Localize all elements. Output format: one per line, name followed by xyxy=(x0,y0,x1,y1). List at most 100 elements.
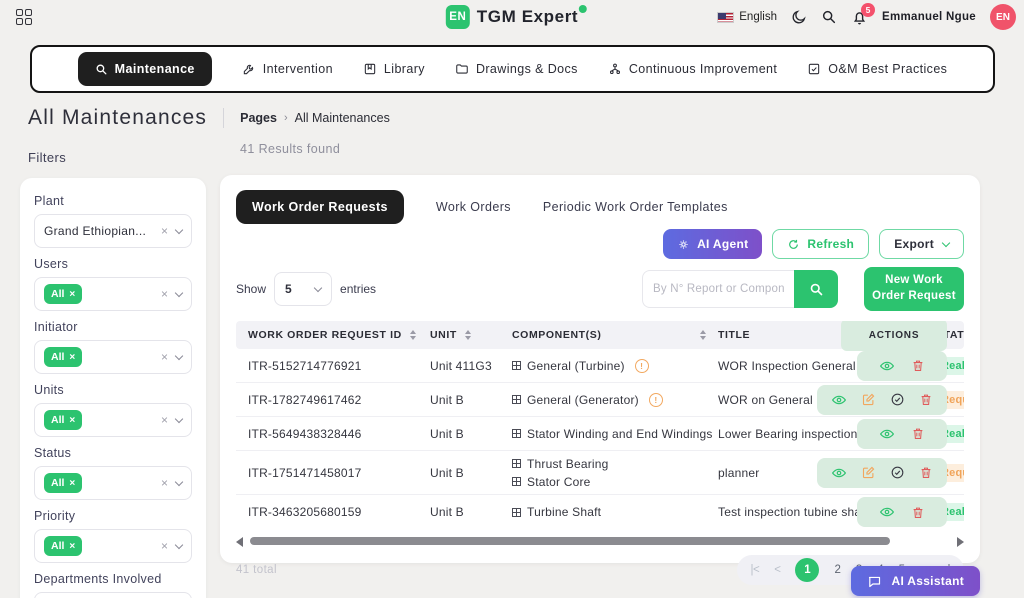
scroll-right-arrow[interactable] xyxy=(957,537,964,547)
ai-assistant-button[interactable]: AI Assistant xyxy=(851,566,980,596)
cell-unit: Unit B xyxy=(430,426,464,441)
plant-select-value: Grand Ethiopian... xyxy=(44,224,147,238)
book-icon xyxy=(363,62,377,76)
filters-sidebar: Plant Grand Ethiopian... × Users All × × … xyxy=(20,178,206,598)
table-row[interactable]: ITR-1751471458017 Unit B Thrust Bearing … xyxy=(236,451,964,495)
units-select[interactable]: All × × xyxy=(34,403,192,437)
app-logo[interactable]: EN TGM Expert xyxy=(445,5,588,29)
chip-remove-icon[interactable]: × xyxy=(69,477,76,489)
nav-item-drawings-docs[interactable]: Drawings & Docs xyxy=(455,62,578,76)
view-icon[interactable] xyxy=(879,358,895,374)
cell-components: Turbine Shaft xyxy=(500,503,706,521)
divider xyxy=(223,108,225,128)
delete-icon[interactable] xyxy=(911,358,925,373)
sort-icon[interactable] xyxy=(409,330,416,340)
edit-icon[interactable] xyxy=(861,465,876,480)
breadcrumb: Pages › All Maintenances xyxy=(240,111,390,125)
chevron-down-icon[interactable] xyxy=(174,477,184,486)
view-icon[interactable] xyxy=(831,465,847,481)
export-button[interactable]: Export xyxy=(879,229,964,259)
delete-icon[interactable] xyxy=(919,465,933,480)
initiator-select[interactable]: All × × xyxy=(34,340,192,374)
plant-select[interactable]: Grand Ethiopian... × xyxy=(34,214,192,248)
page-button[interactable]: 2 xyxy=(834,564,841,576)
component-grid-icon xyxy=(512,507,521,517)
user-avatar[interactable]: EN xyxy=(990,4,1016,30)
search-submit-button[interactable] xyxy=(794,270,838,308)
status-select[interactable]: All × × xyxy=(34,466,192,500)
edit-icon[interactable] xyxy=(861,392,876,407)
departments-select[interactable]: All× × xyxy=(34,592,192,598)
page-button-current[interactable]: 1 xyxy=(795,558,820,582)
clear-icon[interactable]: × xyxy=(160,539,168,553)
notifications-bell-icon[interactable]: 5 xyxy=(851,2,875,26)
clear-icon[interactable]: × xyxy=(160,224,168,238)
row-actions xyxy=(857,497,947,527)
chevron-down-icon[interactable] xyxy=(174,225,184,234)
view-icon[interactable] xyxy=(879,504,895,520)
clear-icon[interactable]: × xyxy=(160,350,168,364)
col-header-title: TITLE xyxy=(718,329,751,341)
sort-icon[interactable] xyxy=(700,330,706,340)
delete-icon[interactable] xyxy=(911,426,925,441)
approve-icon[interactable] xyxy=(890,392,905,407)
chevron-down-icon[interactable] xyxy=(174,414,184,423)
approve-icon[interactable] xyxy=(890,465,905,480)
filter-group-plant: Plant Grand Ethiopian... × xyxy=(34,194,192,248)
chip-remove-icon[interactable]: × xyxy=(69,351,76,363)
users-select[interactable]: All × × xyxy=(34,277,192,311)
new-work-order-request-button[interactable]: New Work Order Request xyxy=(864,267,964,311)
sort-icon[interactable] xyxy=(464,330,471,340)
refresh-button[interactable]: Refresh xyxy=(772,229,870,259)
chevron-down-icon[interactable] xyxy=(174,540,184,549)
table-row[interactable]: ITR-3463205680159 Unit B Turbine Shaft T… xyxy=(236,495,964,529)
breadcrumb-current: All Maintenances xyxy=(294,111,390,125)
search-icon[interactable] xyxy=(821,9,837,25)
previous-page-icon[interactable]: < xyxy=(774,564,781,576)
clear-icon[interactable]: × xyxy=(160,287,168,301)
tab-work-orders[interactable]: Work Orders xyxy=(435,200,511,214)
ai-agent-button[interactable]: AI Agent xyxy=(663,229,763,259)
tab-work-order-requests[interactable]: Work Order Requests xyxy=(236,190,404,224)
clear-icon[interactable]: × xyxy=(160,413,168,427)
scrollbar-thumb[interactable] xyxy=(250,537,890,545)
table-row[interactable]: ITR-1782749617462 Unit B General (Genera… xyxy=(236,383,964,417)
page-size-select[interactable]: 5 xyxy=(274,272,333,306)
chip-remove-icon[interactable]: × xyxy=(69,414,76,426)
language-selector[interactable]: English xyxy=(717,11,777,23)
priority-select[interactable]: All × × xyxy=(34,529,192,563)
chat-icon xyxy=(867,574,882,589)
chevron-down-icon[interactable] xyxy=(174,288,184,297)
chip-remove-icon[interactable]: × xyxy=(69,288,76,300)
clear-icon[interactable]: × xyxy=(160,476,168,490)
chevron-down-icon[interactable] xyxy=(174,351,184,360)
app-launcher-icon[interactable] xyxy=(16,9,34,27)
show-label: Show xyxy=(236,282,267,296)
dark-mode-icon[interactable] xyxy=(791,9,807,25)
work-order-requests-table: WORK ORDER REQUEST ID UNIT COMPONENT(S) … xyxy=(236,321,964,529)
table-row[interactable]: ITR-5649438328446 Unit B Stator Winding … xyxy=(236,417,964,451)
panel-tabs: Work Order Requests Work Orders Periodic… xyxy=(236,190,964,224)
chip-remove-icon[interactable]: × xyxy=(69,540,76,552)
filter-label: Users xyxy=(34,257,69,271)
tab-periodic-templates[interactable]: Periodic Work Order Templates xyxy=(542,200,728,214)
nav-item-intervention[interactable]: Intervention xyxy=(242,62,333,76)
delete-icon[interactable] xyxy=(919,392,933,407)
filter-label: Priority xyxy=(34,509,76,523)
first-page-icon[interactable]: |< xyxy=(750,564,760,576)
scroll-left-arrow[interactable] xyxy=(236,537,243,547)
filter-chip: All × xyxy=(44,284,83,304)
people-network-icon xyxy=(608,62,622,76)
nav-item-continuous-improvement[interactable]: Continuous Improvement xyxy=(608,62,777,76)
nav-item-maintenance[interactable]: Maintenance xyxy=(77,52,212,86)
search-input[interactable] xyxy=(642,270,794,308)
view-icon[interactable] xyxy=(879,426,895,442)
cell-unit: Unit B xyxy=(430,392,464,407)
cell-components: General (Turbine) xyxy=(500,357,706,375)
table-row[interactable]: ITR-5152714776921 Unit 411G3 General (Tu… xyxy=(236,349,964,383)
nav-item-om-best-practices[interactable]: O&M Best Practices xyxy=(807,62,947,76)
delete-icon[interactable] xyxy=(911,505,925,520)
view-icon[interactable] xyxy=(831,392,847,408)
nav-item-library[interactable]: Library xyxy=(363,62,425,76)
breadcrumb-pages[interactable]: Pages xyxy=(240,111,277,125)
